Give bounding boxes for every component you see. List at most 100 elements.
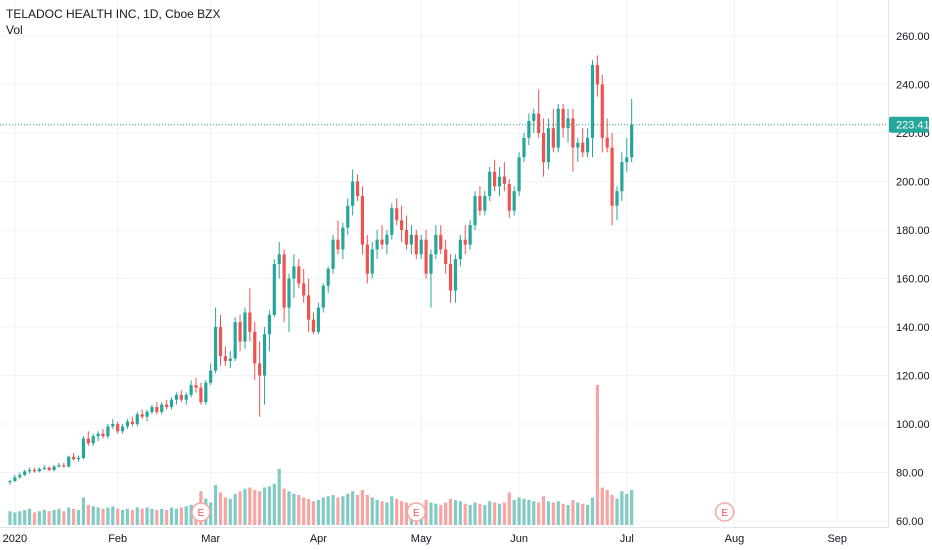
- candle-body: [493, 171, 497, 187]
- candle-body: [497, 176, 502, 187]
- earnings-marker-circle[interactable]: [191, 502, 211, 522]
- volume-bar: [586, 505, 590, 525]
- candle-body: [150, 407, 154, 412]
- candle-body: [375, 239, 379, 250]
- candle-body: [473, 196, 477, 226]
- candle-body: [463, 239, 467, 245]
- candle-body: [439, 234, 443, 250]
- candle-body: [586, 137, 590, 153]
- candle-body: [130, 421, 134, 424]
- volume-bar: [546, 501, 551, 525]
- candle-body: [620, 162, 624, 192]
- candle-body: [365, 244, 369, 274]
- candle-body: [600, 84, 604, 138]
- time-axis[interactable]: 2020 Feb Mar Apr May Jun Jul Aug Sep: [3, 533, 847, 545]
- candle-body: [160, 404, 164, 412]
- volume-bar: [390, 496, 394, 525]
- earnings-marker-label[interactable]: E: [198, 508, 205, 519]
- volume-bar: [213, 485, 218, 525]
- symbol-title[interactable]: TELADOC HEALTH INC, 1D, Cboe BZX: [6, 7, 221, 21]
- volume-bar: [605, 490, 609, 525]
- candle-body: [615, 191, 619, 206]
- candle-body: [527, 120, 531, 138]
- volume-bar: [610, 495, 614, 525]
- volume-bar: [297, 495, 301, 525]
- candle-body: [248, 312, 252, 332]
- candle-body: [106, 426, 110, 437]
- volume-bar: [140, 508, 144, 525]
- candle-body: [101, 433, 105, 437]
- volume-bar: [42, 510, 46, 525]
- volume-bar: [272, 483, 276, 525]
- volume-bar: [493, 502, 497, 525]
- volume-bar: [233, 493, 237, 525]
- candle-body: [488, 171, 492, 197]
- volume-bar: [404, 502, 409, 525]
- volume-bar: [209, 502, 213, 525]
- candle-body: [326, 268, 330, 286]
- candle-body: [86, 438, 90, 444]
- volume-bar: [380, 501, 384, 525]
- time-tick-label: 2020: [3, 533, 27, 545]
- candle-body: [179, 394, 183, 400]
- price-tick-label: 240.00: [896, 80, 930, 92]
- volume-bar: [306, 498, 311, 525]
- volume-bar: [448, 498, 453, 525]
- candle-body: [189, 385, 193, 395]
- price-axis[interactable]: 260.00240.00220.00200.00180.00160.00140.…: [896, 31, 930, 528]
- volume-bar: [292, 493, 296, 525]
- volume-bar: [600, 487, 604, 525]
- volume-bar: [72, 508, 76, 525]
- candle-body: [483, 196, 487, 211]
- volume-bar: [125, 508, 130, 525]
- time-tick-label: Aug: [725, 533, 745, 545]
- candle-body: [8, 480, 12, 483]
- volume-bar: [116, 508, 120, 525]
- candle-body: [116, 424, 120, 432]
- candle-body: [32, 470, 37, 472]
- volume-bar: [23, 510, 27, 525]
- candle-body: [62, 465, 66, 467]
- candle-body: [23, 471, 27, 475]
- volume-bar: [590, 497, 595, 525]
- price-tick-label: 60.00: [896, 516, 924, 528]
- earnings-marker-label[interactable]: E: [721, 508, 728, 519]
- candle-body: [331, 239, 335, 269]
- volume-bar: [282, 488, 286, 525]
- volume-bar: [189, 505, 193, 525]
- candle-body: [218, 327, 223, 357]
- candle-body: [576, 142, 580, 148]
- volume-bar: [13, 512, 17, 525]
- candle-body: [380, 239, 384, 245]
- candle-body: [42, 467, 46, 469]
- candle-body: [306, 295, 311, 320]
- volume-bar: [106, 507, 110, 525]
- candle-body: [27, 470, 32, 472]
- volume-legend[interactable]: Vol: [6, 23, 23, 37]
- earnings-marker-label[interactable]: E: [413, 508, 420, 519]
- time-tick-label: Mar: [201, 533, 220, 545]
- earnings-marker-circle[interactable]: [406, 502, 427, 522]
- volume-bar: [57, 508, 61, 525]
- earnings-marker-circle[interactable]: [714, 502, 735, 522]
- candle-body: [262, 334, 267, 376]
- candle-body: [91, 436, 95, 444]
- candle-body: [13, 477, 17, 481]
- volume-bar: [537, 502, 541, 525]
- volume-bar: [365, 495, 369, 525]
- volume-bar: [517, 497, 521, 525]
- volume-bar: [287, 491, 291, 525]
- volume-bar: [458, 501, 462, 525]
- candle-body: [590, 65, 595, 138]
- last-price-label-background: [889, 116, 929, 133]
- volume-bar: [81, 497, 86, 525]
- volume-bar: [262, 487, 267, 525]
- candle-body: [556, 108, 560, 148]
- candle-body: [165, 404, 169, 408]
- volume-bar: [571, 500, 575, 525]
- candle-body: [404, 230, 409, 245]
- candle-body: [204, 382, 208, 403]
- candle-body: [140, 414, 144, 417]
